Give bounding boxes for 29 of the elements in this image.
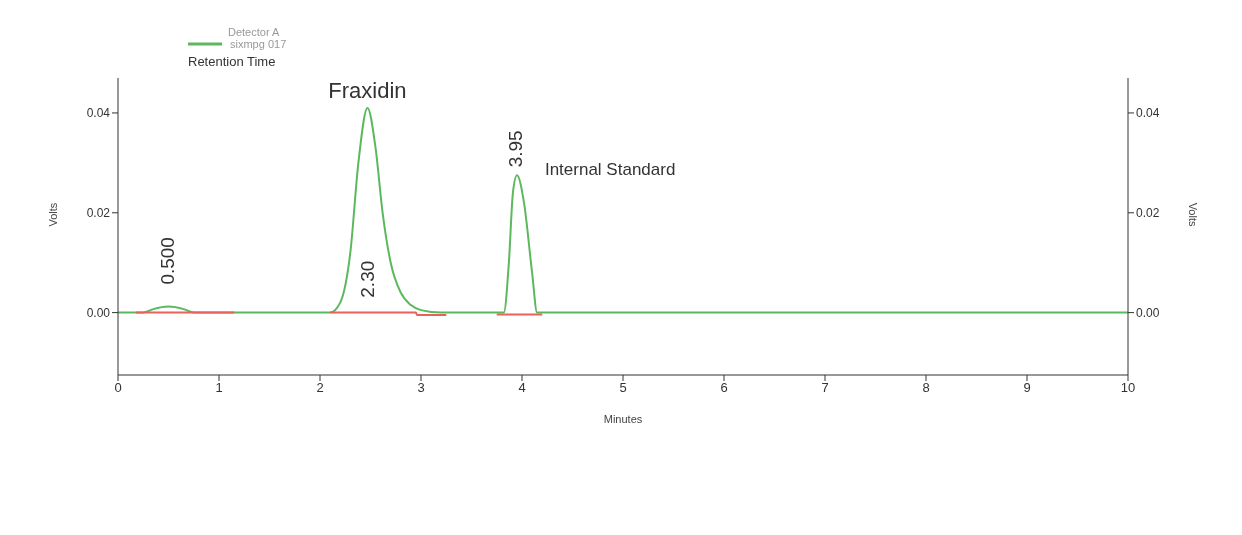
y-tick-label: 0.00 — [86, 305, 111, 320]
y2-tick-label: 0.02 — [1136, 206, 1160, 221]
y2-tick-label: 0.00 — [1136, 305, 1160, 320]
x-tick-label: 7 — [821, 380, 829, 396]
y2-tick-label: 0.04 — [1136, 106, 1160, 121]
x-tick-label: 1 — [215, 380, 223, 396]
x-tick-label: 0 — [114, 380, 122, 396]
x-tick-label: 6 — [720, 380, 728, 396]
annotation: Internal Standard — [544, 160, 676, 180]
x-tick-label: 10 — [1120, 380, 1136, 396]
x-tick-label: 9 — [1023, 380, 1031, 396]
x-tick-label: 2 — [316, 380, 324, 396]
x-tick-label: 5 — [619, 380, 627, 396]
annotation: 2.30 — [357, 260, 379, 298]
legend-label: sixmpg 017 — [230, 38, 287, 50]
y-tick-label: 0.04 — [86, 106, 111, 121]
line-series — [118, 106, 1128, 314]
x-axis-title: Minutes — [603, 413, 643, 425]
x-tick-label: 3 — [417, 380, 425, 396]
y2-axis-title: Volts — [1187, 202, 1200, 227]
annotation: 0.500 — [156, 237, 178, 285]
y-tick-label: 0.02 — [86, 206, 111, 221]
text: Retention Time — [188, 54, 277, 69]
legend-title: Detector A — [228, 26, 281, 38]
y-axis-title: Volts — [46, 202, 59, 227]
annotation: 3.95 — [504, 130, 526, 168]
x-tick-label: 4 — [518, 380, 526, 396]
x-tick-label: 8 — [922, 380, 930, 396]
annotation: Fraxidin — [328, 77, 407, 103]
